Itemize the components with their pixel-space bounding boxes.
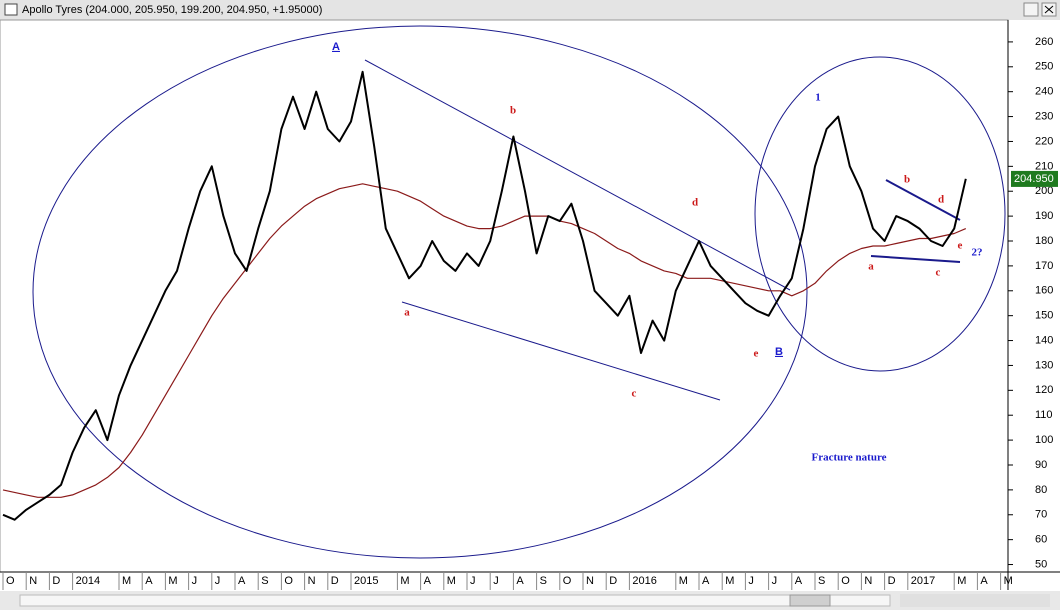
y-tick-label: 80 (1035, 484, 1047, 496)
x-tick-label: J (748, 575, 754, 587)
annotation: e (754, 348, 759, 360)
y-tick-label: 210 (1035, 160, 1053, 172)
annotation: A (332, 41, 340, 53)
annotation: e (958, 240, 963, 252)
annotation: c (632, 388, 637, 400)
x-tick-label: A (516, 575, 524, 587)
restore-button[interactable] (1023, 2, 1039, 17)
chart-title: Apollo Tyres (204.000, 205.950, 199.200,… (22, 4, 322, 16)
y-tick-label: 60 (1035, 534, 1047, 546)
x-tick-label: S (818, 575, 825, 587)
x-tick-label: O (284, 575, 293, 587)
x-tick-label: M (1004, 575, 1013, 587)
ellipse (754, 56, 1006, 372)
x-tick-label: S (261, 575, 268, 587)
annotation: b (904, 174, 910, 186)
x-tick-label: D (609, 575, 617, 587)
x-tick-label: J (470, 575, 476, 587)
drawings (32, 25, 1006, 559)
x-tick-label: J (192, 575, 198, 587)
trend-line (870, 255, 961, 263)
x-tick-label: D (52, 575, 60, 587)
annotation: B (775, 346, 783, 358)
x-tick-label: J (772, 575, 778, 587)
x-tick-label: M (725, 575, 734, 587)
x-tick-label: A (795, 575, 803, 587)
x-tick-label: A (980, 575, 988, 587)
x-tick-label: A (238, 575, 246, 587)
x-tick-label: M (447, 575, 456, 587)
last-price-tag (1011, 170, 1058, 187)
x-tick-label: M (957, 575, 966, 587)
y-tick-label: 100 (1035, 434, 1053, 446)
y-tick-label: 70 (1035, 509, 1047, 521)
x-tick-label: O (6, 575, 15, 587)
price-line (2, 70, 967, 521)
y-tick-label: 200 (1035, 185, 1053, 197)
x-tick-label: D (888, 575, 896, 587)
annotation: a (868, 261, 874, 273)
y-tick-label: 120 (1035, 384, 1053, 396)
trend-line (364, 59, 791, 291)
trend-line (401, 301, 721, 401)
x-tick-label: N (864, 575, 872, 587)
x-tick-label: 2017 (911, 575, 935, 587)
x-tick-label: N (308, 575, 316, 587)
x-tick-label: D (331, 575, 339, 587)
x-tick-label: A (145, 575, 153, 587)
y-tick-label: 50 (1035, 558, 1047, 570)
y-tick-label: 140 (1035, 334, 1053, 346)
y-tick-label: 240 (1035, 86, 1053, 98)
x-tick-label: 2015 (354, 575, 378, 587)
x-tick-label: 2014 (76, 575, 100, 587)
x-tick-label: O (841, 575, 850, 587)
y-tick-label: 230 (1035, 110, 1053, 122)
x-tick-label: M (122, 575, 131, 587)
x-tick-label: M (400, 575, 409, 587)
close-icon (1044, 5, 1054, 14)
y-tick-label: 180 (1035, 235, 1053, 247)
x-tick-label: O (563, 575, 572, 587)
x-tick-label: N (29, 575, 37, 587)
annotation: d (938, 194, 944, 206)
y-tick-label: 130 (1035, 359, 1053, 371)
title-bar (0, 0, 1060, 20)
price-line (2, 183, 967, 498)
annotation: b (510, 105, 516, 117)
y-tick-label: 250 (1035, 61, 1053, 73)
x-tick-label: N (586, 575, 594, 587)
x-tick-label: 2016 (632, 575, 656, 587)
y-tick-label: 220 (1035, 135, 1053, 147)
bottom-toolbar (0, 591, 1060, 610)
ellipse (32, 25, 808, 559)
trend-line (885, 179, 961, 221)
scrollbar[interactable] (19, 594, 891, 607)
tool-buttons[interactable] (900, 594, 1050, 607)
x-tick-label: J (215, 575, 221, 587)
annotation: c (936, 267, 941, 279)
y-tick-label: 260 (1035, 36, 1053, 48)
y-tick-label: 170 (1035, 260, 1053, 272)
annotation: 2? (972, 247, 983, 259)
x-tick-label: M (679, 575, 688, 587)
y-tick-label: 110 (1035, 409, 1053, 421)
y-tick-label: 90 (1035, 459, 1047, 471)
y-tick-label: 190 (1035, 210, 1053, 222)
annotation: d (692, 197, 698, 209)
plot-area (0, 19, 1009, 573)
window-icon (4, 3, 18, 16)
last-price-label: 204.950 (1014, 173, 1054, 185)
x-tick-label: J (493, 575, 499, 587)
x-tick-label: A (424, 575, 432, 587)
scroll-thumb[interactable] (789, 594, 831, 607)
x-tick-label: M (168, 575, 177, 587)
x-tick-label: A (702, 575, 710, 587)
y-tick-label: 160 (1035, 285, 1053, 297)
annotation: Fracture nature (811, 452, 886, 464)
y-tick-label: 150 (1035, 310, 1053, 322)
x-tick-label: S (540, 575, 547, 587)
annotation: 1 (815, 92, 821, 104)
annotation: a (404, 307, 410, 319)
